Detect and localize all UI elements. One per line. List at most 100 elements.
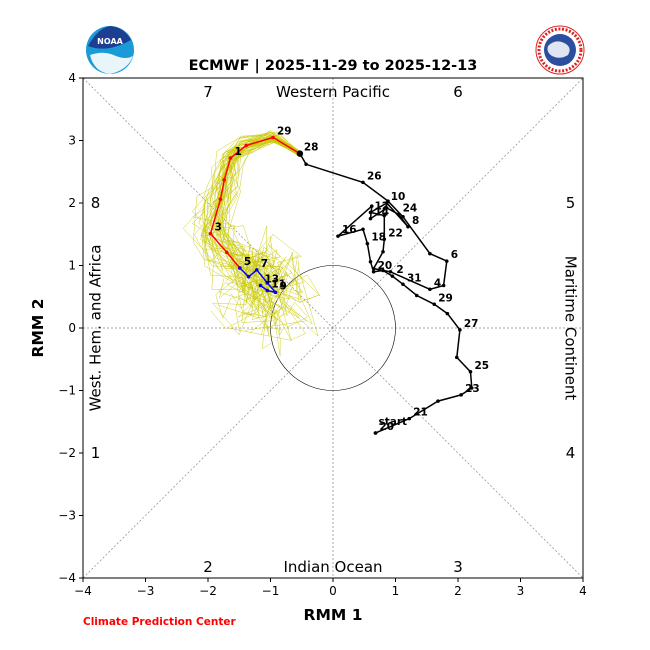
observed-point-label: 23 [465, 383, 480, 395]
observed-point [371, 266, 376, 271]
observed-end-marker [296, 150, 304, 157]
ensemble-member-line [192, 138, 301, 350]
ensemble-member-line [221, 139, 302, 323]
y-tick-label: −3 [58, 509, 76, 523]
noaa-logo-text: NOAA [97, 37, 123, 46]
forecast-red-point [244, 143, 248, 148]
observed-point [458, 328, 462, 332]
observed-point-label: 14 [375, 207, 390, 219]
observed-point [381, 249, 385, 254]
phase-label-3: 3 [453, 558, 463, 576]
observed-point-label: 27 [464, 318, 479, 330]
y-axis-label: RMM 2 [29, 299, 47, 358]
forecast-blue-point-label: 13 [265, 274, 280, 286]
ensemble-member-line [210, 134, 299, 329]
x-axis-label: RMM 1 [304, 606, 363, 624]
phase-label-7: 7 [203, 83, 213, 101]
observed-point-label: 22 [388, 227, 403, 239]
observed-point [407, 416, 412, 421]
forecast-red-point [218, 197, 223, 202]
forecast-red-point [208, 231, 213, 236]
observed-point-label: 2 [396, 264, 403, 276]
nws-logo [535, 25, 585, 75]
ensemble-member-line [204, 132, 300, 332]
observed-point-label: 16 [342, 224, 357, 236]
phase-label-4: 4 [566, 444, 576, 462]
observed-point [396, 212, 401, 217]
forecast-blue-point-label: 7 [261, 258, 268, 270]
observed-point [468, 369, 473, 374]
observed-point [381, 268, 385, 273]
observed-point [401, 214, 405, 219]
observed-point [401, 282, 405, 287]
y-tick-label: 2 [68, 196, 76, 210]
observed-point [384, 206, 389, 210]
observed-point-label: 25 [475, 360, 490, 372]
phase-label-6: 6 [453, 83, 463, 101]
x-tick-label: −1 [262, 584, 280, 598]
region-maritime-continent: Maritime Continent [562, 256, 580, 401]
forecast-red-point-label: 3 [215, 222, 222, 234]
forecast-blue-point-label: 11 [271, 279, 286, 291]
observed-point [432, 302, 437, 307]
phase-label-8: 8 [91, 194, 101, 212]
phase-label-1: 1 [91, 444, 101, 462]
observed-point-label: 24 [403, 202, 418, 214]
forecast-blue-point [265, 281, 270, 285]
forecast-blue-point [258, 283, 263, 288]
y-tick-label: −1 [58, 384, 76, 398]
y-tick-label: 1 [68, 259, 76, 273]
observed-point [361, 180, 365, 185]
forecast-blue-point-label: 9 [280, 280, 287, 292]
ensemble-member-line [201, 139, 302, 300]
forecast-blue-point [265, 288, 270, 293]
observed-point [441, 283, 446, 288]
forecast-blue-point-label: 5 [244, 256, 251, 268]
ensemble-member-line [202, 131, 302, 298]
x-tick-label: 4 [579, 584, 587, 598]
observed-point [368, 259, 373, 264]
forecast-red-point [224, 250, 229, 255]
observed-point-label: 20 [378, 260, 393, 272]
x-tick-label: 1 [392, 584, 400, 598]
x-tick-label: −4 [74, 584, 92, 598]
observed-point-label: 31 [407, 272, 422, 284]
observed-point [361, 227, 365, 232]
ensemble-member-line [213, 138, 301, 285]
observed-point [368, 216, 373, 221]
phase-label-5: 5 [566, 194, 576, 212]
forecast-red-point-label: 29 [277, 125, 292, 137]
observed-point [406, 224, 410, 229]
observed-point [469, 386, 474, 390]
observed-point [386, 199, 390, 203]
observed-point-label: 4 [434, 277, 441, 289]
forecast-red-point [222, 178, 227, 182]
y-tick-label: 3 [68, 134, 76, 148]
observed-point-label: start [379, 416, 408, 428]
y-tick-label: 0 [68, 321, 76, 335]
ensemble-member-line [210, 136, 302, 293]
x-tick-label: −3 [137, 584, 155, 598]
forecast-blue-point [273, 290, 278, 295]
x-tick-label: −2 [199, 584, 217, 598]
ensemble-member-line [209, 141, 301, 318]
observed-point [444, 259, 449, 263]
x-tick-label: 3 [517, 584, 525, 598]
y-tick-label: −4 [58, 571, 76, 585]
forecast-red-point [228, 156, 233, 160]
forecast-blue-point [254, 268, 259, 272]
phase-label-2: 2 [203, 558, 213, 576]
observed-point [365, 241, 370, 246]
observed-point [368, 210, 373, 215]
observed-point [304, 162, 308, 167]
observed-point-label: 29 [438, 292, 453, 304]
observed-point [382, 213, 387, 218]
region-west-hem-africa: West. Hem. and Africa [87, 245, 105, 412]
observed-point-label: 28 [304, 142, 319, 154]
observed-point [382, 237, 387, 242]
observed-point-label: 12 [375, 200, 390, 212]
noaa-logo: NOAA [86, 26, 134, 74]
observed-point [445, 311, 450, 316]
x-tick-label: 2 [454, 584, 462, 598]
ensemble-member-line [204, 140, 299, 342]
